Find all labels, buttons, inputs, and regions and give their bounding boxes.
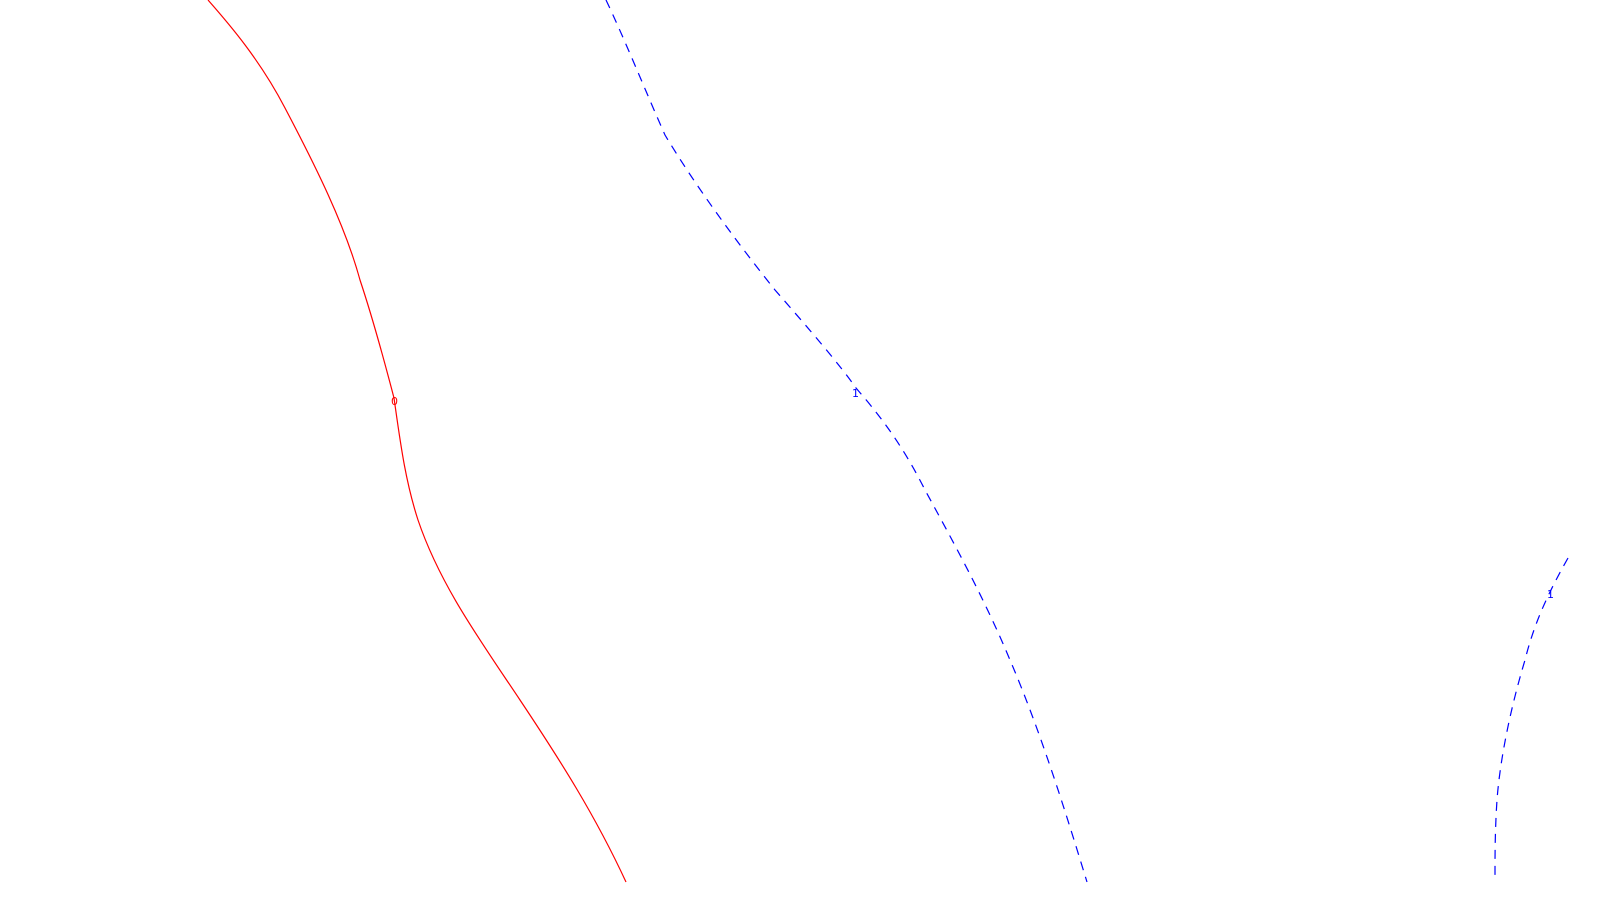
contour-label-1-right: 1 — [1547, 588, 1554, 601]
contour-line-1-left — [605, 0, 1088, 883]
contour-line-0 — [207, 0, 627, 883]
contour-label-0: 0 — [391, 395, 398, 408]
contour-line-1-right — [1494, 557, 1569, 877]
contour-label-1-left: 1 — [852, 387, 859, 400]
